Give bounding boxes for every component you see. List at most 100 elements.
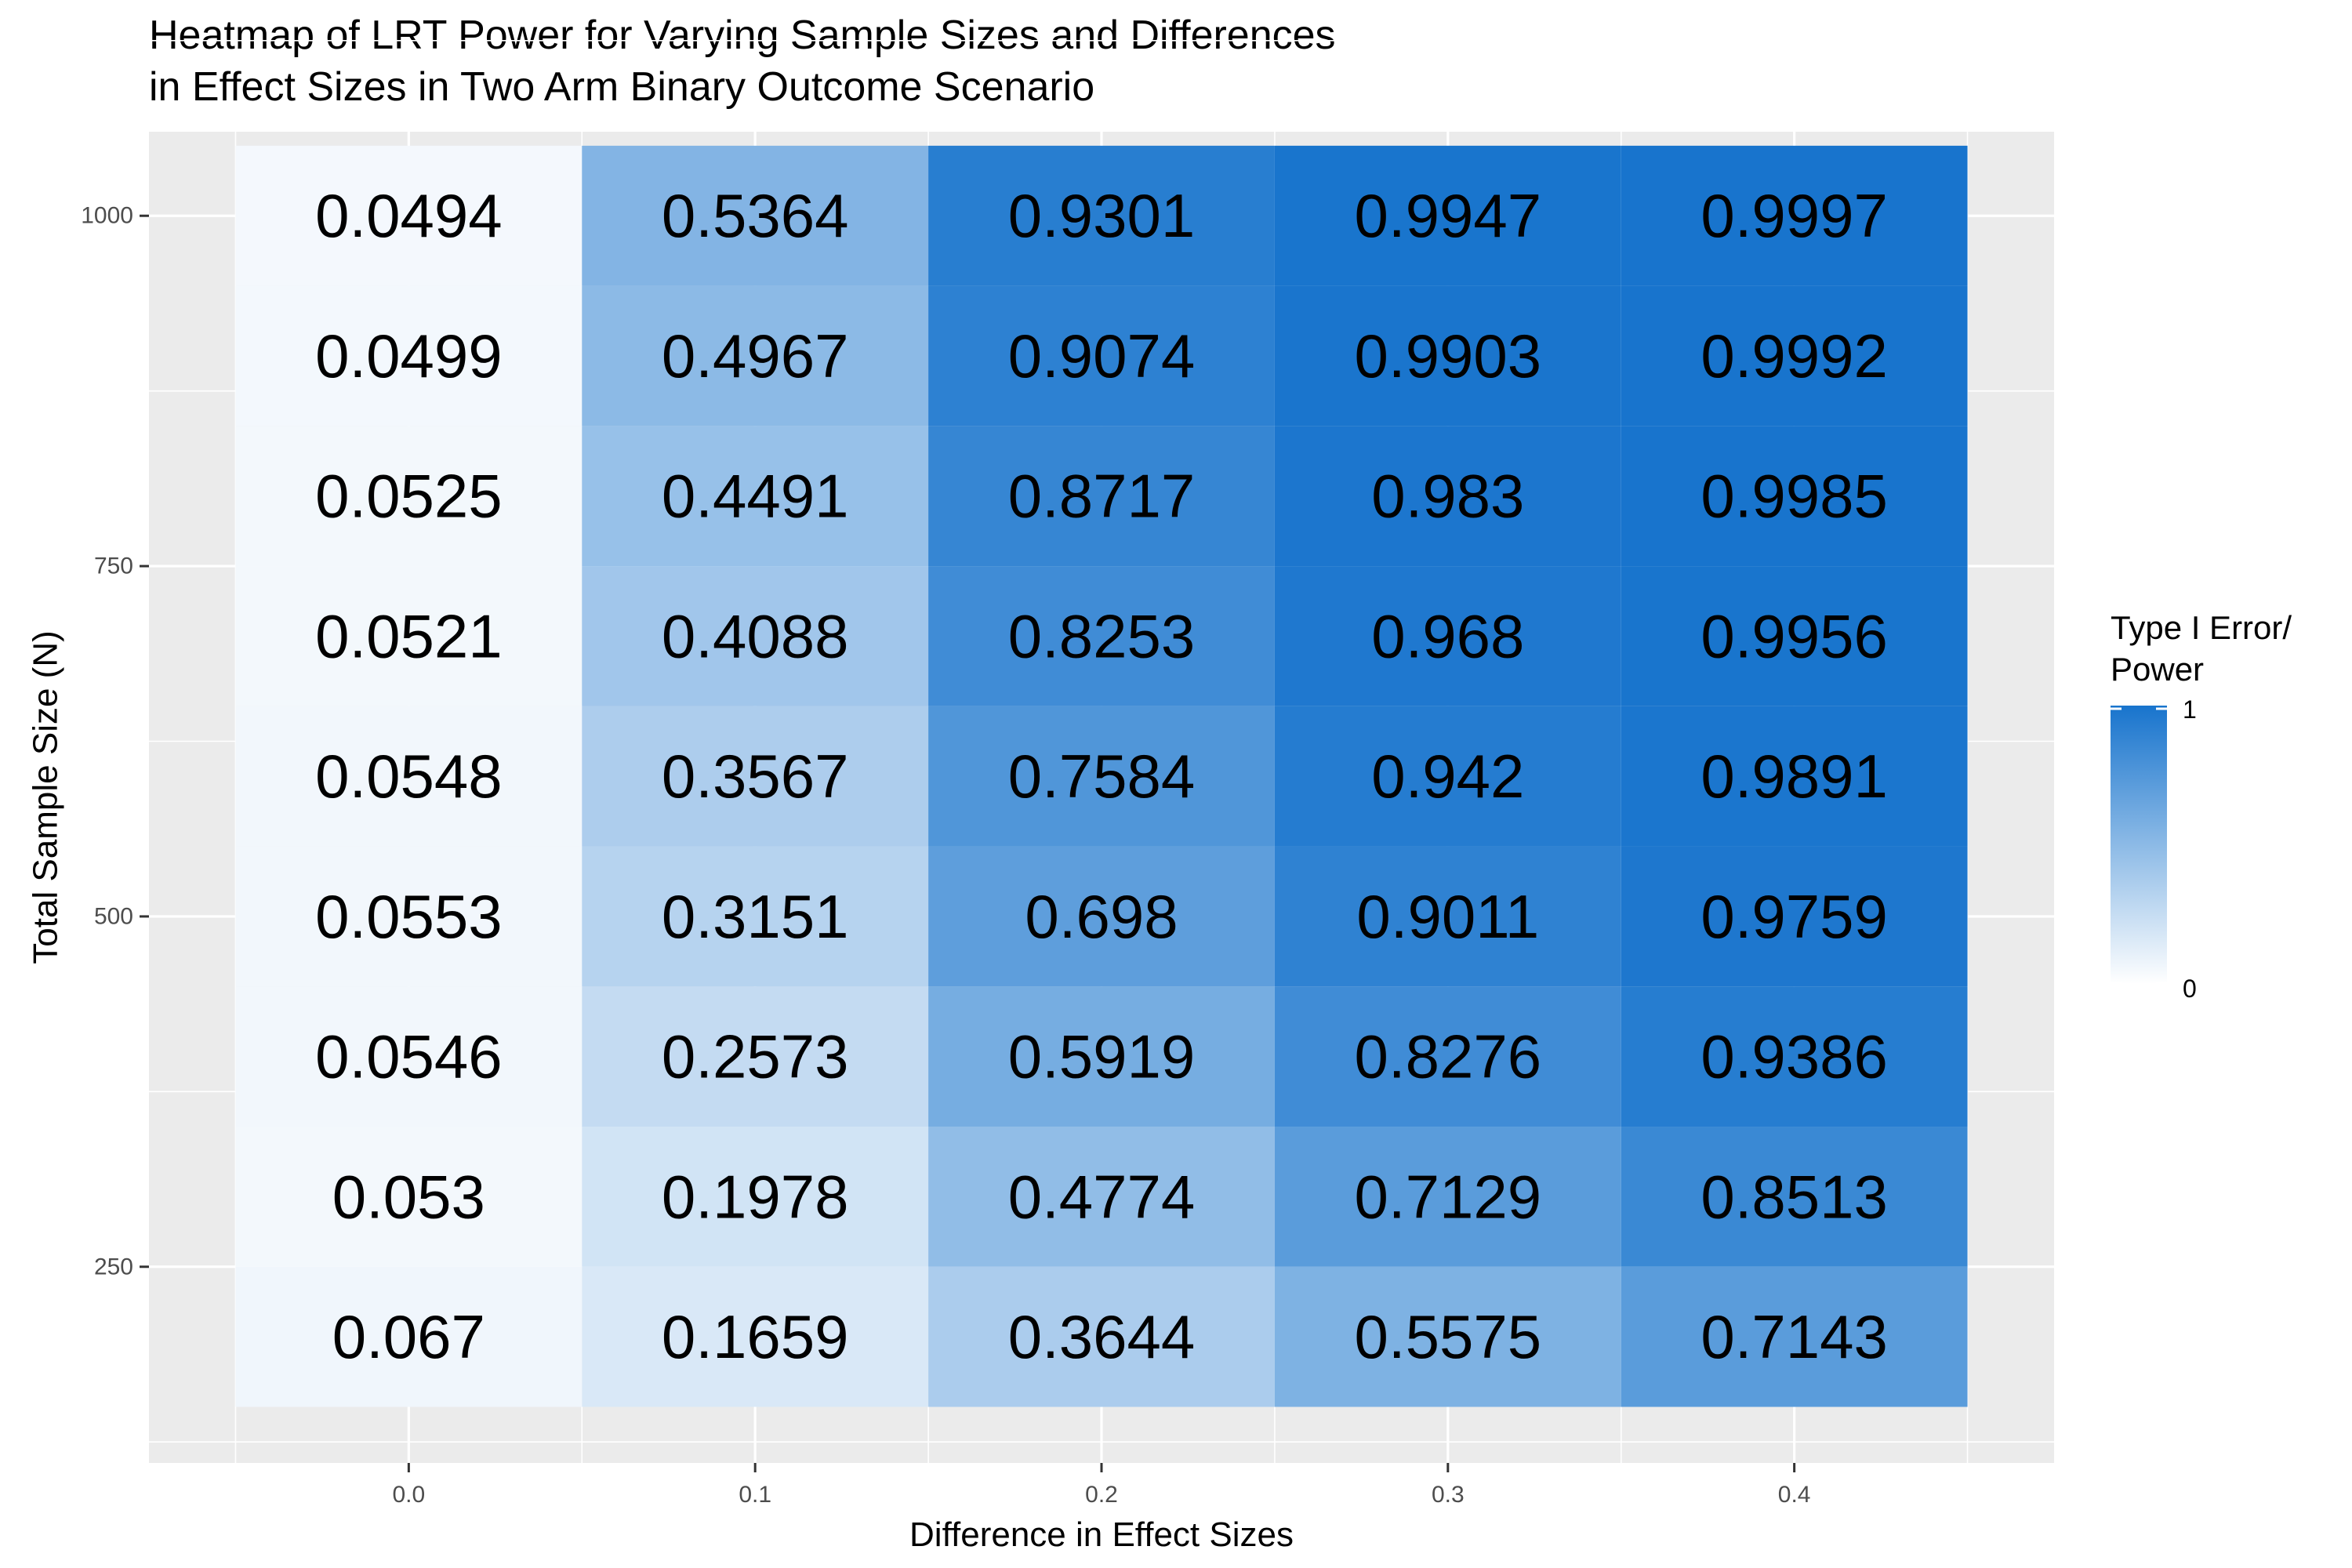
heatmap-cell-r3-c0 [235,846,583,987]
heatmap-cell-r5-c3 [1274,566,1621,706]
heatmap-cell-labels: 0.067 0.1659 0.3644 0.5575 0.7143 0.053 0.1978… [315,181,1888,1371]
y-tick-label-0: 250 [94,1254,133,1279]
cell-value-label-r2-c4: 0.9386 [1700,1022,1888,1091]
cell-value-label-r6-c4: 0.9985 [1700,462,1888,531]
heatmap-cell-r3-c3 [1274,846,1621,987]
heatmap-cell-r1-c0 [235,1127,583,1267]
cell-value-label-r0-c1: 0.1659 [662,1302,849,1371]
cell-value-label-r6-c3: 0.983 [1371,462,1524,531]
x-tick-label-3: 0.3 [1432,1482,1465,1508]
y-axis: 250 500 750 1000 [81,203,149,1279]
cell-value-label-r8-c1: 0.5364 [662,181,849,250]
y-tick-label-1: 500 [94,903,133,929]
heatmap-cell-r8-c2 [928,145,1275,286]
cell-value-label-r6-c0: 0.0525 [315,462,503,531]
x-tick-label-1: 0.1 [739,1482,771,1508]
cell-value-label-r8-c3: 0.9947 [1355,181,1542,250]
heatmap-cell-r8-c4 [1621,145,1968,286]
legend-title-line-1: Type I Error/ [2111,609,2292,646]
y-tick-label-3: 1000 [81,203,133,229]
cell-value-label-r1-c4: 0.8513 [1700,1162,1888,1231]
heatmap-cell-r0-c0 [235,1266,583,1407]
heatmap-cell-r4-c4 [1621,706,1968,847]
heatmap-cell-r2-c0 [235,986,583,1127]
cell-value-label-r7-c3: 0.9903 [1355,321,1542,390]
heatmap-cell-r6-c0 [235,426,583,567]
cell-value-label-r4-c0: 0.0548 [315,742,503,811]
cell-value-label-r0-c0: 0.067 [332,1302,485,1371]
cell-value-label-r4-c3: 0.942 [1371,742,1524,811]
heatmap-cell-r5-c1 [582,566,929,706]
cell-value-label-r7-c1: 0.4967 [662,321,849,390]
heatmap-cell-r4-c1 [582,706,929,847]
cell-value-label-r2-c2: 0.5919 [1008,1022,1196,1091]
color-legend: Type I Error/ Power 1 0 [2111,609,2292,1003]
cell-value-label-r3-c3: 0.9011 [1356,882,1539,951]
heatmap-cell-r5-c2 [928,566,1275,706]
cell-value-label-r1-c2: 0.4774 [1008,1162,1196,1231]
heatmap-cell-r0-c3 [1274,1266,1621,1407]
cell-value-label-r6-c2: 0.8717 [1008,462,1196,531]
heatmap-cell-r6-c3 [1274,426,1621,567]
heatmap-cell-r8-c1 [582,145,929,286]
heatmap-cell-r1-c3 [1274,1127,1621,1267]
cell-value-label-r8-c4: 0.9997 [1700,181,1888,250]
heatmap-cell-r7-c3 [1274,285,1621,426]
heatmap-cell-r7-c2 [928,285,1275,426]
x-axis: 0.0 0.1 0.2 0.3 0.4 [393,1463,1811,1508]
cell-value-label-r5-c4: 0.9956 [1700,601,1888,670]
cell-value-label-r6-c1: 0.4491 [662,462,849,531]
x-tick-label-2: 0.2 [1085,1482,1118,1508]
heatmap-cell-r1-c2 [928,1127,1275,1267]
cell-value-label-r0-c4: 0.7143 [1700,1302,1888,1371]
heatmap-cell-r2-c2 [928,986,1275,1127]
cell-value-label-r5-c1: 0.4088 [662,601,849,670]
cell-value-label-r7-c0: 0.0499 [315,321,503,390]
cell-value-label-r2-c0: 0.0546 [315,1022,503,1091]
heatmap-cell-r2-c4 [1621,986,1968,1127]
cell-value-label-r1-c0: 0.053 [332,1162,485,1231]
cell-value-label-r3-c4: 0.9759 [1700,882,1888,951]
chart-title-line-2: in Effect Sizes in Two Arm Binary Outcom… [149,64,1094,110]
cell-value-label-r8-c2: 0.9301 [1008,181,1196,250]
y-tick-label-2: 750 [94,554,133,579]
cell-value-label-r1-c3: 0.7129 [1355,1162,1542,1231]
cell-value-label-r1-c1: 0.1978 [662,1162,849,1231]
cell-value-label-r3-c0: 0.0553 [315,882,503,951]
legend-color-bar [2111,706,2167,984]
cell-value-label-r5-c0: 0.0521 [315,601,503,670]
heatmap-cell-r3-c4 [1621,846,1968,987]
cell-value-label-r3-c2: 0.698 [1025,882,1178,951]
cell-value-label-r0-c2: 0.3644 [1008,1302,1196,1371]
heatmap-cell-r6-c4 [1621,426,1968,567]
legend-title-line-2: Power [2111,651,2204,688]
cell-value-label-r7-c2: 0.9074 [1008,321,1196,390]
heatmap-cell-r5-c0 [235,566,583,706]
heatmap-cell-r4-c0 [235,706,583,847]
heatmap-cell-r8-c3 [1274,145,1621,286]
heatmap-cell-r0-c4 [1621,1266,1968,1407]
x-tick-label-4: 0.4 [1778,1482,1811,1508]
legend-min-label: 0 [2183,975,2197,1003]
heatmap-cell-r1-c1 [582,1127,929,1267]
y-axis-title: Total Sample Size (N) [27,630,65,964]
heatmap-cell-r5-c4 [1621,566,1968,706]
heatmap-cell-r4-c3 [1274,706,1621,847]
x-axis-title: Difference in Effect Sizes [909,1515,1294,1554]
heatmap-cell-r0-c2 [928,1266,1275,1407]
cell-value-label-r7-c4: 0.9992 [1700,321,1888,390]
cell-value-label-r8-c0: 0.0494 [315,181,503,250]
heatmap-cell-r7-c4 [1621,285,1968,426]
cell-value-label-r4-c1: 0.3567 [662,742,849,811]
cell-value-label-r4-c2: 0.7584 [1008,742,1196,811]
heatmap-cells [235,145,1968,1407]
heatmap-cell-r2-c3 [1274,986,1621,1127]
heatmap-cell-r3-c2 [928,846,1275,987]
heatmap-cell-r6-c2 [928,426,1275,567]
heatmap-cell-r7-c0 [235,285,583,426]
cell-value-label-r4-c4: 0.9891 [1700,742,1888,811]
heatmap-cell-r7-c1 [582,285,929,426]
cell-value-label-r5-c2: 0.8253 [1008,601,1196,670]
chart-title-line-1: Heatmap of LRT Power for Varying Sample … [149,13,1336,58]
